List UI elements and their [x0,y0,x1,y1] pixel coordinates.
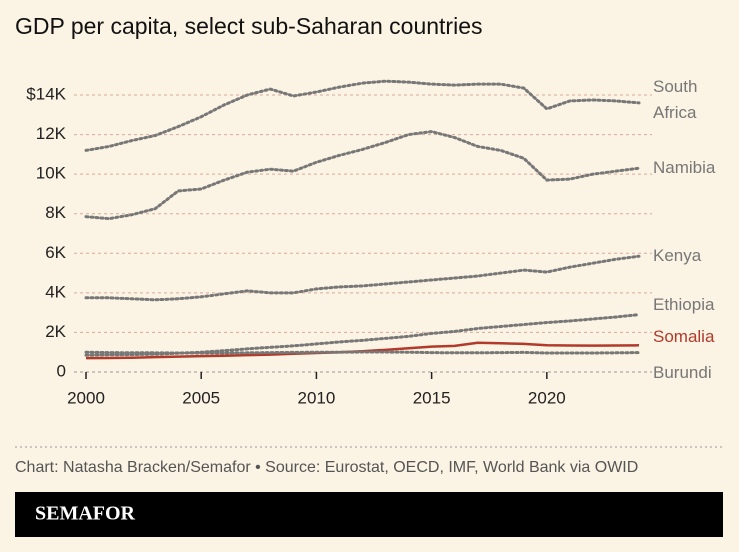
series-line [84,130,641,221]
brand-logo: SEMAFOR [35,503,136,525]
brand-bar [15,492,723,537]
x-tick-label: 2000 [67,388,105,407]
series-label: South Africa [653,76,698,122]
y-tick-label: 8K [45,203,66,222]
y-tick-label: 6K [45,243,66,262]
y-tick-label: 10K [36,164,67,183]
x-tick-label: 2015 [413,388,451,407]
series-label: Namibia [653,158,716,178]
y-tick-label: 0 [57,361,66,380]
series-line [84,254,641,302]
series-label: Kenya [653,246,702,266]
y-tick-label: $14K [26,84,66,103]
series-line [85,341,640,360]
series-line [84,79,641,152]
x-tick-label: 2005 [182,388,220,407]
series-line [84,313,641,357]
series-line [84,350,641,355]
chart-title: GDP per capita, select sub-Saharan count… [15,13,483,39]
x-tick-label: 2020 [528,388,566,407]
x-tick-label: 2010 [298,388,336,407]
y-tick-label: 12K [36,124,67,143]
series-label: Ethiopia [653,294,715,314]
y-tick-label: 2K [45,322,66,341]
y-tick-label: 4K [45,282,66,301]
series-label: Somalia [653,327,715,347]
series-label: Burundi [653,362,712,382]
source-note: Chart: Natasha Bracken/Semafor • Source:… [15,459,638,476]
